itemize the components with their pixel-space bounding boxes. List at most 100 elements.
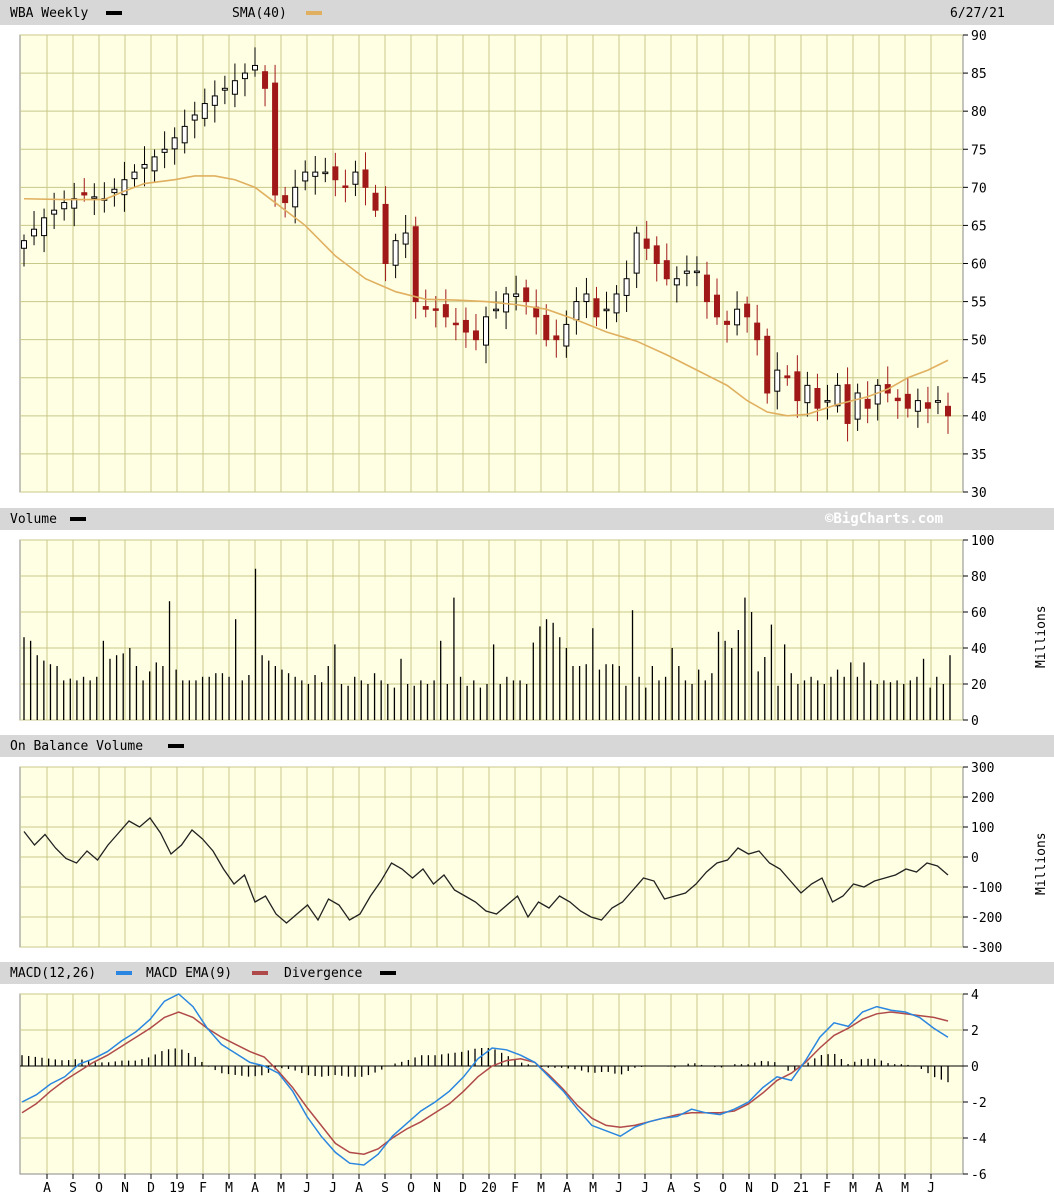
candle-body bbox=[121, 179, 128, 196]
symbol-label: WBA Weekly bbox=[10, 6, 88, 21]
y-tick-label: 55 bbox=[971, 296, 987, 311]
candle-body bbox=[804, 384, 811, 404]
sma-legend-swatch bbox=[306, 11, 322, 15]
candle-body bbox=[633, 232, 640, 274]
candle-body bbox=[382, 203, 389, 264]
y-tick-label: 20 bbox=[971, 678, 987, 693]
candle-body bbox=[513, 293, 520, 297]
x-tick-label: J bbox=[615, 1181, 623, 1196]
divergence-legend-swatch bbox=[380, 971, 396, 975]
obv-line bbox=[23, 817, 949, 924]
candle-body bbox=[452, 322, 459, 326]
x-tick-label: N bbox=[745, 1181, 753, 1196]
y-tick-label: 35 bbox=[971, 448, 987, 463]
candle-body bbox=[894, 397, 901, 402]
candle-body bbox=[31, 228, 38, 237]
candle-body bbox=[462, 319, 469, 333]
candle-body bbox=[282, 195, 289, 204]
candle-body bbox=[221, 87, 228, 91]
y-tick-label: 80 bbox=[971, 570, 987, 585]
candle-body bbox=[442, 304, 449, 318]
macd-ema-title: MACD EMA(9) bbox=[146, 966, 232, 981]
candle-body bbox=[703, 274, 710, 303]
macd-y-axis: 4 2 0 -2 -4 -6 bbox=[963, 988, 987, 1183]
y-tick-label: 2 bbox=[971, 1024, 979, 1039]
x-tick-label: F bbox=[199, 1181, 207, 1196]
y-tick-label: 40 bbox=[971, 642, 987, 657]
candle-body bbox=[262, 71, 269, 89]
candle-body bbox=[945, 405, 951, 417]
candle-body bbox=[744, 303, 751, 318]
x-tick-label: F bbox=[511, 1181, 519, 1196]
y-tick-label: 45 bbox=[971, 372, 987, 387]
candle-body bbox=[573, 301, 580, 321]
candle-body bbox=[824, 400, 831, 403]
candle-body bbox=[51, 209, 58, 215]
candle-body bbox=[673, 278, 680, 286]
y-tick-label: 70 bbox=[971, 181, 987, 196]
macd-header-bar bbox=[0, 962, 1054, 984]
volume-header-bar bbox=[0, 508, 1054, 530]
candle-body bbox=[392, 240, 399, 266]
y-tick-label: -6 bbox=[971, 1168, 987, 1183]
candle-body bbox=[924, 402, 931, 409]
y-tick-label: 75 bbox=[971, 143, 987, 158]
y-tick-label: -100 bbox=[971, 881, 1002, 896]
price-y-axis: 90 85 80 75 70 65 60 55 50 45 40 35 30 bbox=[963, 29, 987, 501]
candle-body bbox=[61, 202, 68, 210]
volume-panel-bg bbox=[19, 539, 964, 721]
candle-body bbox=[553, 335, 560, 341]
candle-body bbox=[764, 335, 771, 394]
y-tick-label: -300 bbox=[971, 941, 1002, 956]
candle-body bbox=[181, 125, 188, 144]
candle-body bbox=[934, 400, 941, 403]
y-tick-label: 4 bbox=[971, 988, 979, 1003]
price-candles bbox=[21, 47, 951, 442]
x-tick-label: A bbox=[563, 1181, 571, 1196]
volume-unit-label: Millions bbox=[1034, 605, 1049, 668]
candle-body bbox=[402, 232, 409, 245]
obv-grid bbox=[20, 766, 963, 948]
x-tick-label: M bbox=[901, 1181, 909, 1196]
y-tick-label: 60 bbox=[971, 606, 987, 621]
y-tick-label: 65 bbox=[971, 219, 987, 234]
obv-y-axis: 300 200 100 0 -100 -200 -300 bbox=[963, 761, 1002, 956]
candle-body bbox=[653, 245, 660, 264]
candle-body bbox=[161, 148, 168, 153]
candle-body bbox=[914, 400, 921, 412]
candle-body bbox=[372, 192, 379, 211]
x-axis: A S O N D 19 F M A M J J A S O N D 20 F M A M J J A S O N D 21 F M A M J bbox=[20, 1173, 963, 1196]
candle-body bbox=[41, 217, 48, 237]
x-tick-label: 19 bbox=[169, 1181, 185, 1196]
candle-body bbox=[854, 392, 861, 420]
macd-title: MACD(12,26) bbox=[10, 966, 96, 981]
y-tick-label: 60 bbox=[971, 258, 987, 273]
candle-body bbox=[774, 369, 781, 392]
y-tick-label: 90 bbox=[971, 29, 987, 44]
candle-body bbox=[332, 166, 339, 181]
x-tick-label: A bbox=[667, 1181, 675, 1196]
symbol-legend-swatch bbox=[106, 11, 122, 15]
x-tick-label: D bbox=[147, 1181, 155, 1196]
x-tick-label: F bbox=[823, 1181, 831, 1196]
candle-body bbox=[734, 308, 741, 326]
obv-header-bar bbox=[0, 735, 1054, 757]
macd-ema-line bbox=[21, 1011, 949, 1155]
candle-body bbox=[241, 72, 248, 80]
candle-body bbox=[834, 384, 841, 407]
candle-body bbox=[794, 371, 801, 402]
x-tick-label: A bbox=[43, 1181, 51, 1196]
candle-body bbox=[683, 270, 690, 274]
divergence-title: Divergence bbox=[284, 966, 362, 981]
volume-legend-swatch bbox=[70, 517, 86, 521]
candle-body bbox=[292, 186, 299, 208]
y-tick-label: -4 bbox=[971, 1132, 987, 1147]
y-tick-label: 100 bbox=[971, 821, 994, 836]
x-tick-label: J bbox=[641, 1181, 649, 1196]
candle-body bbox=[543, 314, 550, 341]
sma-line bbox=[23, 175, 949, 417]
candle-body bbox=[81, 192, 88, 196]
candle-body bbox=[613, 293, 620, 314]
candle-body bbox=[623, 278, 630, 296]
